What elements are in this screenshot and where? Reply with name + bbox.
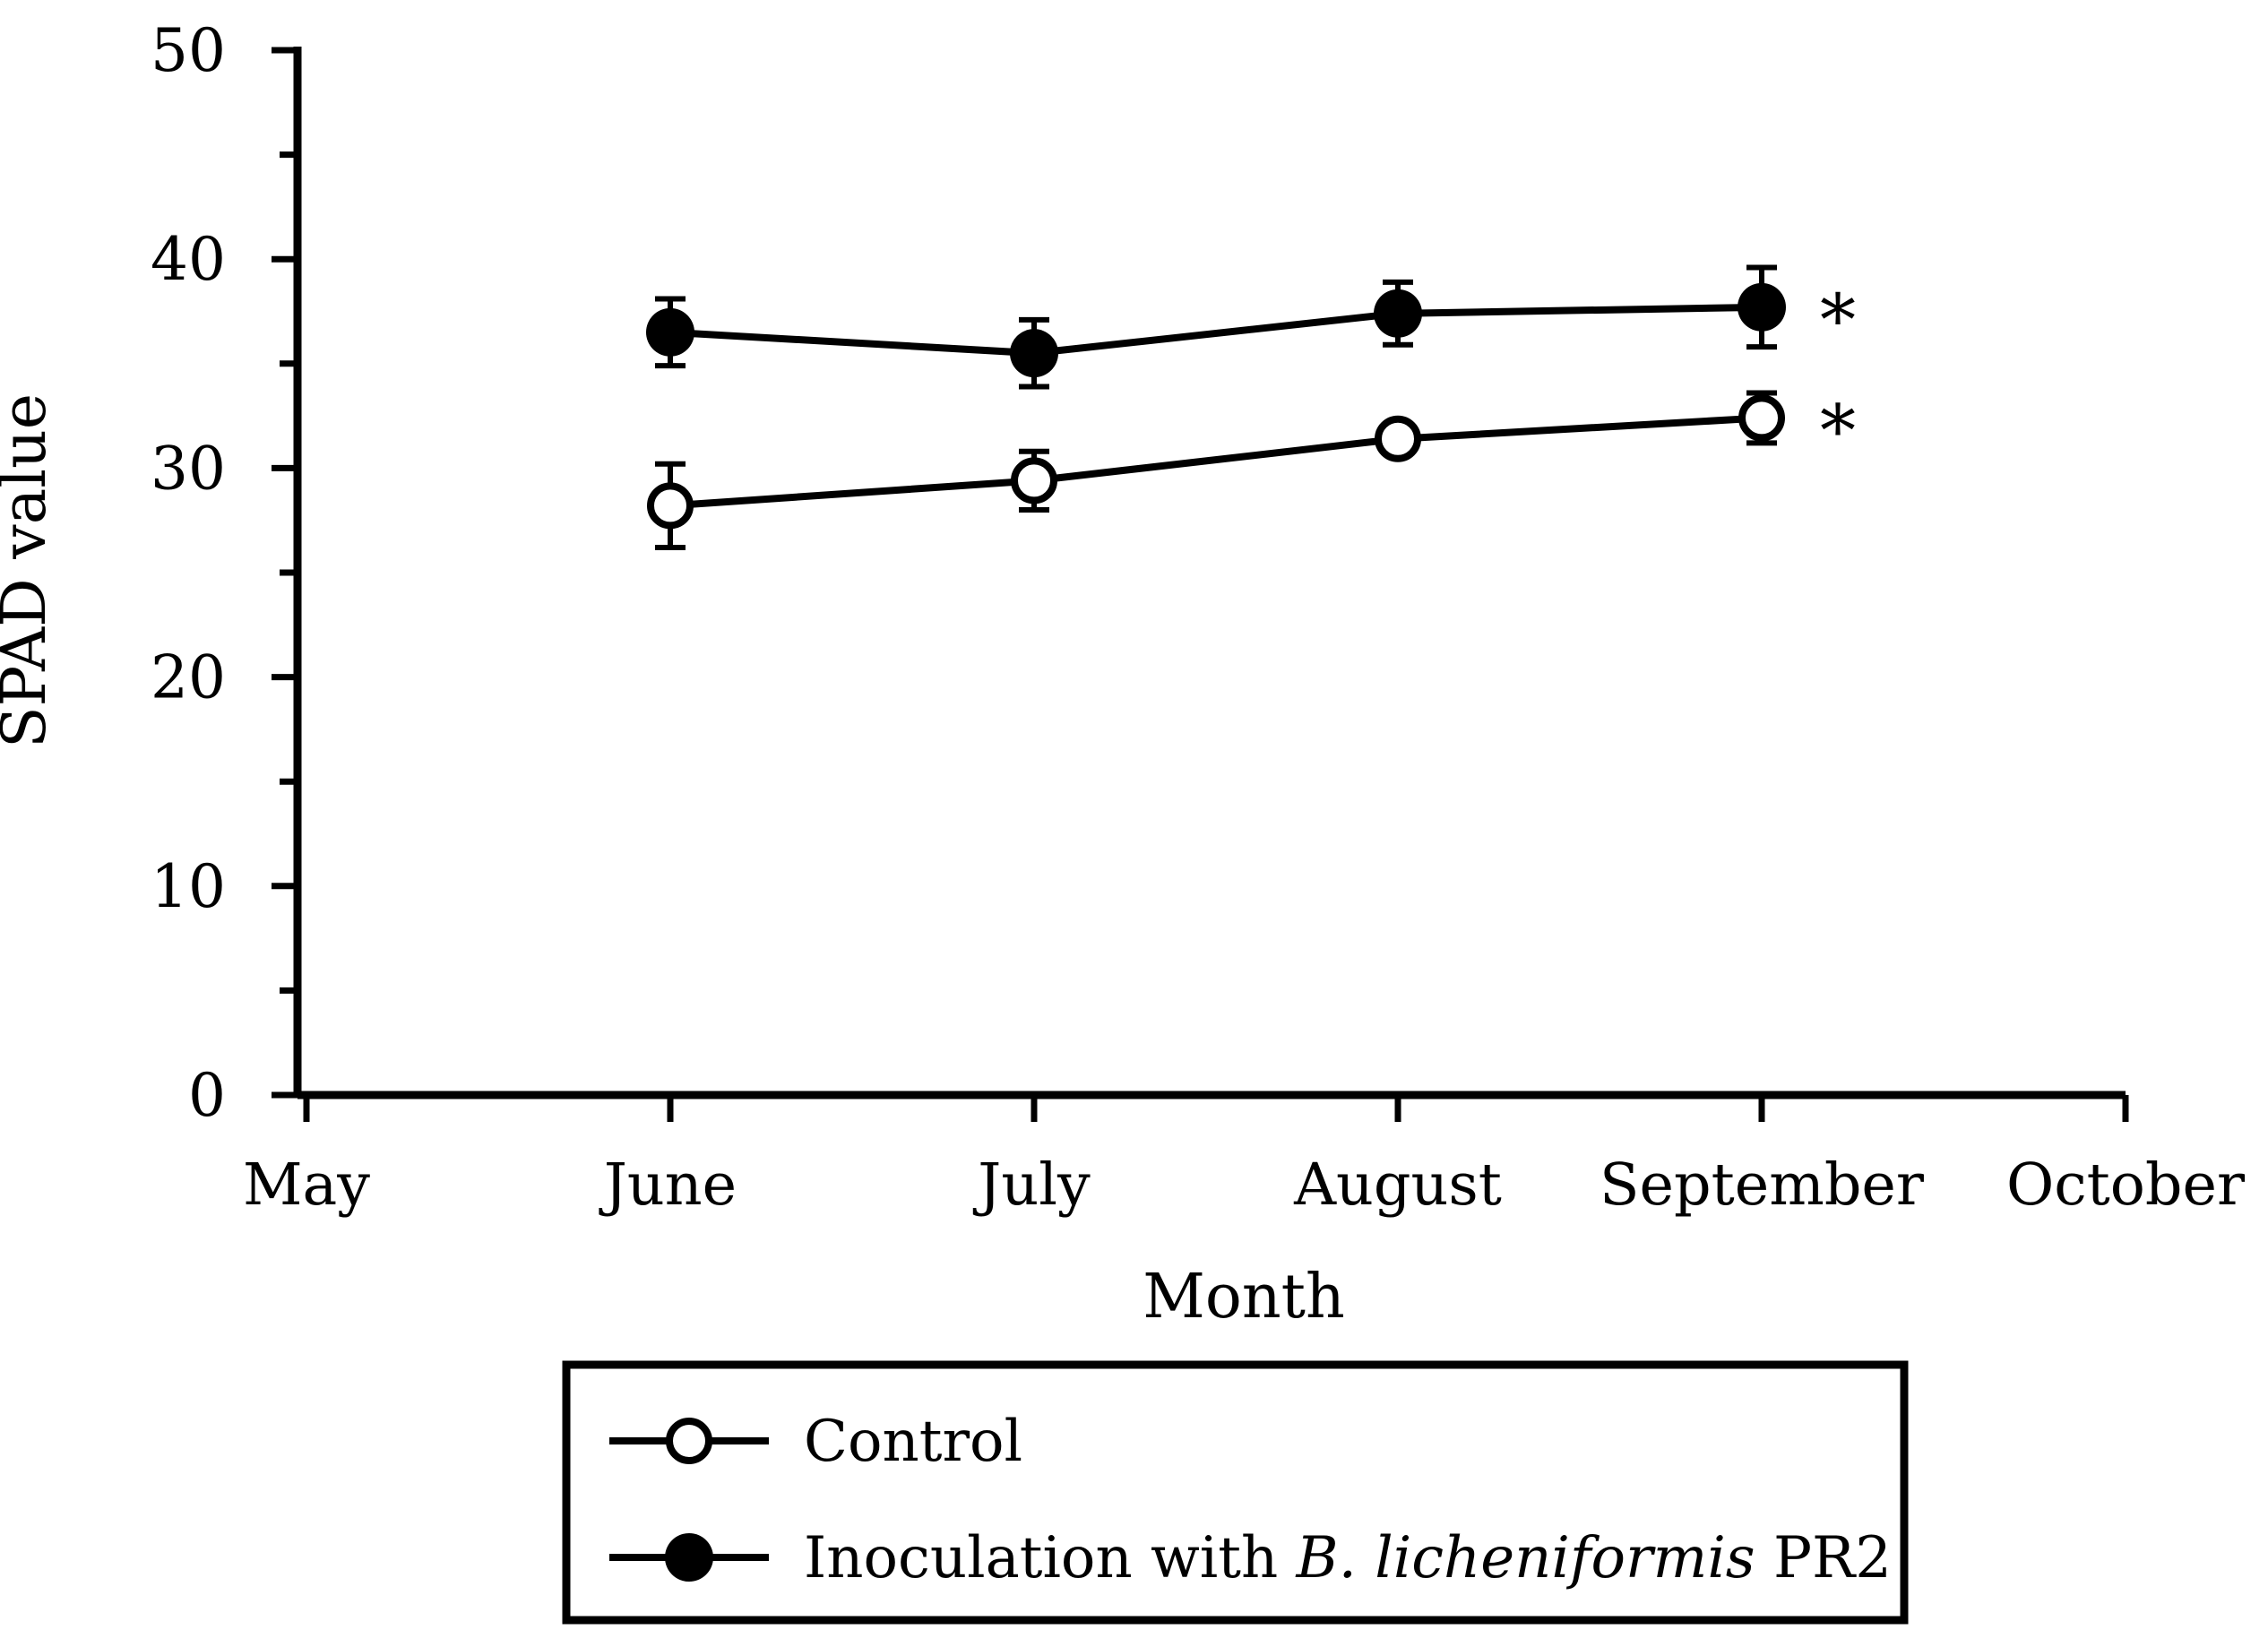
x-tick-label-october: October [2006,1151,2246,1219]
legend-label-italic-part: B. licheniformis [1296,1525,1755,1591]
data-point-filled-circle-inoculation-with-b-licheniformis-pr2 [1374,289,1422,338]
x-tick-label-june: June [599,1151,737,1219]
significance-asterisk-inoculation-with-b-licheniformis-pr2: * [1820,279,1856,362]
series-line-inoculation-with-b-licheniformis-pr2 [669,303,1763,358]
legend-label-part: Control [804,1409,1022,1475]
legend-label-control: Control [804,1409,1022,1475]
y-tick-label: 50 [151,16,226,85]
x-tick-label-may: May [243,1151,370,1219]
y-axis-title: SPAD value [0,393,60,748]
y-tick-label: 40 [151,225,226,294]
x-tick-label-july: July [972,1151,1091,1219]
legend-open-circle-marker [666,1418,712,1464]
x-tick-label-august: August [1293,1151,1502,1219]
data-point-filled-circle-inoculation-with-b-licheniformis-pr2 [1738,282,1786,332]
y-tick-label: 30 [151,434,226,503]
data-point-open-circle-control [1375,415,1421,462]
data-point-filled-circle-inoculation-with-b-licheniformis-pr2 [646,307,694,357]
y-tick-label: 10 [151,852,226,921]
legend-filled-circle-marker [665,1533,713,1582]
data-point-open-circle-control [1738,394,1785,442]
legend-box [562,1360,1909,1625]
data-point-open-circle-control [647,482,694,530]
y-tick-label: 20 [151,643,226,712]
legend-label-inoculation-with-b-licheniformis-pr2: Inoculation with B. licheniformis PR2 [804,1525,1892,1591]
legend-label-part: Inoculation with [804,1525,1297,1591]
data-point-open-circle-control [1011,457,1057,504]
data-point-filled-circle-inoculation-with-b-licheniformis-pr2 [1010,329,1058,378]
significance-asterisk-control: * [1820,389,1856,472]
legend-label-part: PR2 [1755,1525,1892,1591]
y-tick-label: 0 [188,1061,226,1130]
x-axis-title: Month [1143,1262,1344,1332]
series-line-control [669,414,1763,510]
x-tick-label-september: September [1600,1151,1925,1219]
